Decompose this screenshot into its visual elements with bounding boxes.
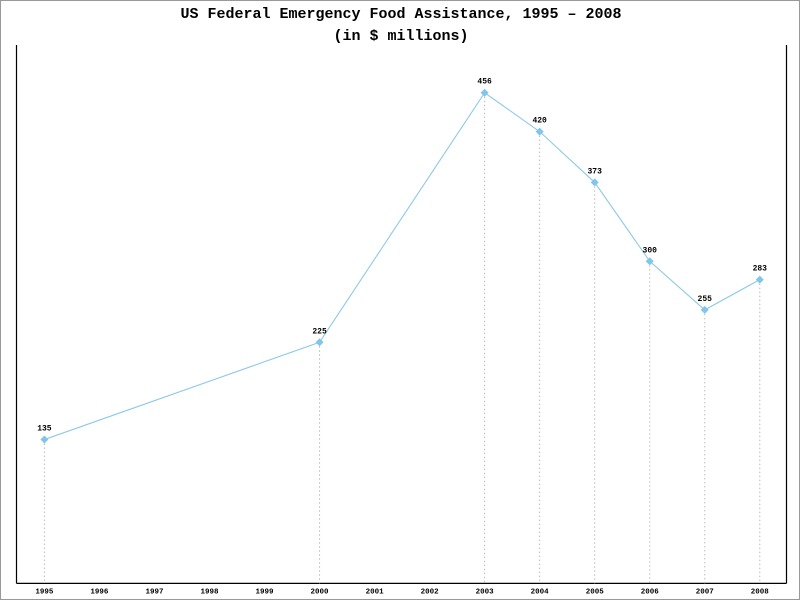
svg-text:1995: 1995: [35, 588, 54, 596]
svg-text:1997: 1997: [145, 588, 163, 596]
svg-text:2000: 2000: [311, 588, 330, 596]
svg-text:2002: 2002: [421, 588, 440, 596]
svg-text:2005: 2005: [586, 588, 605, 596]
svg-text:1998: 1998: [200, 588, 219, 596]
svg-text:2007: 2007: [696, 588, 714, 596]
svg-text:1999: 1999: [256, 588, 275, 596]
svg-text:2004: 2004: [531, 588, 550, 596]
svg-text:2003: 2003: [476, 588, 495, 596]
svg-text:2008: 2008: [751, 588, 770, 596]
svg-text:255: 255: [698, 295, 713, 304]
svg-text:456: 456: [477, 78, 492, 87]
svg-text:1996: 1996: [90, 588, 109, 596]
svg-text:283: 283: [753, 265, 768, 274]
svg-text:135: 135: [37, 425, 52, 434]
svg-text:300: 300: [643, 246, 658, 255]
svg-text:420: 420: [532, 117, 547, 126]
svg-text:373: 373: [587, 167, 602, 176]
svg-text:225: 225: [312, 327, 327, 336]
svg-text:2006: 2006: [641, 588, 660, 596]
svg-text:2001: 2001: [366, 588, 385, 596]
